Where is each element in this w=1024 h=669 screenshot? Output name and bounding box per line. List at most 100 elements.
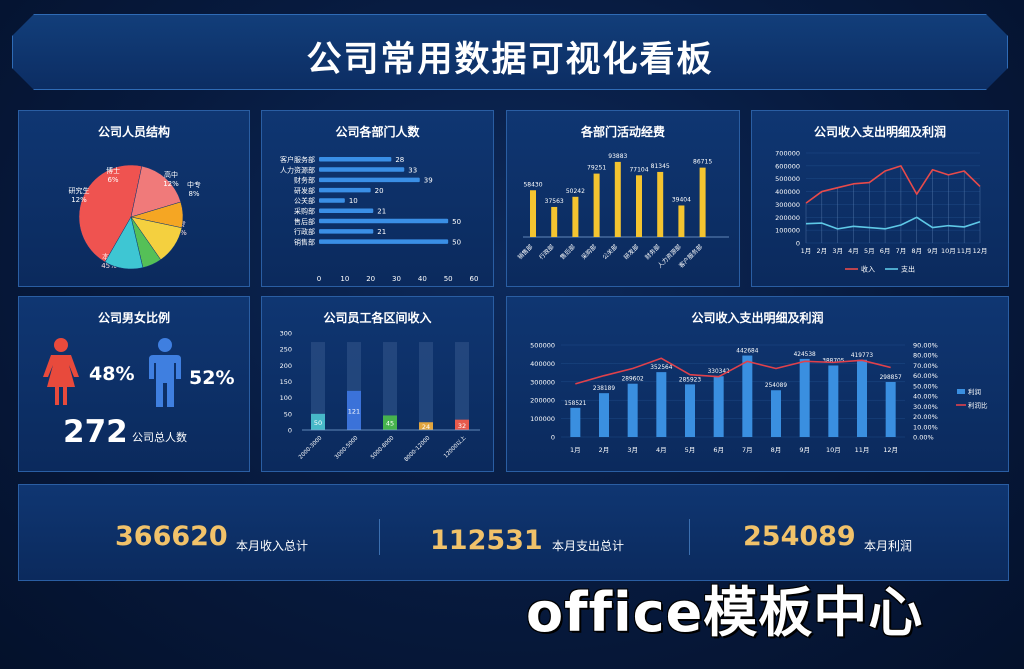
y-tick-label: 0 — [551, 434, 555, 442]
bar — [593, 173, 600, 237]
pie-label: 博士 — [106, 166, 120, 175]
pie-label: 研究生 — [69, 186, 90, 195]
category-tick-label: 研发部 — [622, 243, 640, 261]
series-line — [805, 216, 981, 230]
summary-divider — [689, 519, 690, 555]
bar — [572, 196, 579, 237]
y2-tick-label: 40.00% — [913, 393, 938, 401]
profit-combo-chart: 0 100000 200000 300000 400000 500000 0.00% 10.0… — [530, 342, 988, 455]
y-tick-label: 400000 — [775, 188, 800, 196]
female-person-icon — [43, 338, 79, 405]
bar — [857, 359, 867, 437]
bar-value-label: 330342 — [708, 369, 730, 375]
y-tick-label: 250 — [280, 346, 292, 354]
category-tick-label: 研发部 — [294, 186, 315, 195]
y2-tick-label: 10.00% — [913, 423, 938, 431]
bar-value-label: 442684 — [736, 349, 758, 355]
bar — [419, 422, 433, 430]
bar-background — [383, 342, 397, 430]
bar-value-label: 45 — [386, 420, 394, 428]
x-tick-label: 8月 — [911, 247, 922, 255]
x-tick-label: 60 — [470, 275, 479, 283]
y-tick-label: 200000 — [530, 397, 555, 405]
bar — [656, 372, 667, 437]
category-tick-label: 采购部 — [294, 207, 315, 216]
panel-title: 公司收入支出明细及利润 — [813, 125, 946, 139]
x-tick-label: 11月 — [855, 446, 870, 454]
y-tick-label: 200000 — [775, 214, 800, 222]
bar-value-label: 289602 — [622, 377, 644, 383]
bar-value-label: 20 — [375, 187, 384, 195]
pie-value-label: 8% — [188, 190, 199, 198]
y-tick-label: 50 — [284, 410, 292, 418]
x-tick-label: 10月 — [941, 247, 956, 255]
category-tick-label: 2000-3000 — [298, 435, 324, 461]
category-tick-label: 公关部 — [294, 196, 315, 205]
male-person-icon — [149, 338, 181, 407]
x-tick-label: 2月 — [816, 247, 827, 255]
bar — [319, 239, 449, 244]
bar — [319, 167, 405, 172]
bar — [657, 171, 664, 237]
x-tick-label: 12月 — [973, 247, 988, 255]
legend-label: 收入 — [861, 265, 875, 274]
bar — [699, 167, 706, 237]
bar — [636, 175, 642, 237]
x-tick-label: 50 — [444, 275, 453, 283]
department-headcount-panel: 公司各部门人数 客户服务部 28 人力资源部 33 财务部 39 研发部 20 公关部 10 采购部… — [261, 110, 494, 287]
bar — [319, 198, 345, 203]
category-tick-label: 采购部 — [580, 243, 598, 261]
bar-value-label: 298857 — [880, 375, 902, 381]
bar — [685, 384, 695, 437]
panel-title: 公司各部门人数 — [335, 125, 420, 139]
bar — [713, 376, 724, 437]
bar — [771, 390, 781, 437]
department-headcount-chart: 客户服务部 28 人力资源部 33 财务部 39 研发部 20 公关部 10 采购部 21 售后部 50 行… — [280, 155, 479, 283]
category-tick-label: 财务部 — [294, 176, 315, 185]
x-tick-label: 10 — [340, 275, 349, 283]
panel-title: 公司员工各区间收入 — [323, 311, 432, 325]
bar — [319, 177, 420, 183]
bar — [614, 161, 621, 237]
category-tick-label: 3000-5000 — [334, 435, 360, 461]
summary-divider — [379, 519, 380, 555]
expense-total-value: 112531 — [430, 525, 543, 556]
x-tick-label: 30 — [392, 275, 401, 283]
bar-value-label: 50242 — [566, 188, 585, 195]
salary-range-panel: 公司员工各区间收入 0 50 100 150 200 250 300 50 2000-3000 1… — [261, 296, 494, 472]
bar-value-label: 93883 — [608, 153, 627, 160]
pie-value-label: 12% — [163, 180, 179, 188]
x-tick-label: 9月 — [927, 247, 938, 255]
x-tick-label: 4月 — [656, 446, 667, 454]
bar — [319, 157, 392, 162]
bar-value-label: 79251 — [587, 165, 606, 172]
y2-tick-label: 20.00% — [913, 413, 938, 421]
bar-value-label: 50 — [452, 218, 461, 226]
bar-value-label: 39 — [424, 177, 433, 185]
bar — [599, 393, 609, 437]
x-tick-label: 11月 — [957, 247, 972, 255]
bar-value-label: 58430 — [523, 181, 542, 188]
pie-label: 中专 — [187, 180, 201, 189]
bar — [551, 206, 558, 237]
income-total-label: 本月收入总计 — [236, 539, 309, 553]
y-tick-label: 500000 — [775, 175, 800, 183]
category-tick-label: 5000-8000 — [370, 435, 396, 461]
bar-value-label: 254089 — [765, 383, 787, 389]
watermark: office模板中心 — [526, 581, 924, 644]
bar — [319, 208, 374, 213]
bar-value-label: 424538 — [794, 352, 816, 358]
panel-title: 各部门活动经费 — [580, 125, 665, 139]
bar-value-label: 21 — [377, 228, 386, 236]
bar-background — [419, 342, 433, 430]
bar-value-label: 352564 — [650, 365, 672, 371]
profit-total-value: 254089 — [743, 521, 856, 552]
bar — [742, 355, 753, 437]
category-tick-label: 售后部 — [558, 243, 576, 261]
bar — [570, 407, 581, 437]
y2-tick-label: 60.00% — [913, 372, 938, 380]
bar — [311, 413, 325, 430]
panel-title: 公司人员结构 — [97, 125, 170, 139]
y-tick-label: 300000 — [775, 201, 800, 209]
x-tick-label: 9月 — [799, 446, 810, 454]
